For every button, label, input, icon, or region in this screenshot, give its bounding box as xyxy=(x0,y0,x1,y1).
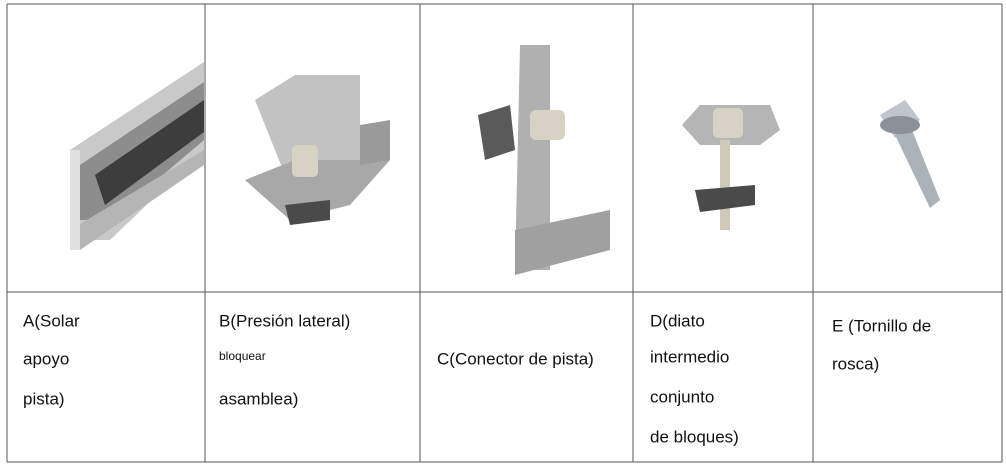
cell-text: asamblea) xyxy=(219,389,298,408)
cell-text: A(Solar xyxy=(23,311,80,330)
cell-text: C(Conector de pista) xyxy=(437,349,594,368)
cell-text: conjunto xyxy=(650,387,714,406)
cell-text: de bloques) xyxy=(650,427,739,446)
cell-text: apoyo xyxy=(23,349,69,368)
mid-clamp-image xyxy=(682,105,780,230)
rail-image xyxy=(70,62,204,250)
cell-text: intermedio xyxy=(650,347,729,366)
cell-text: D(diato xyxy=(650,311,705,330)
screw-image xyxy=(880,100,940,208)
cell-text: rosca) xyxy=(832,354,879,373)
end-clamp-image xyxy=(245,75,390,225)
table-grid xyxy=(6,3,1003,463)
cell-text: B(Presión lateral) xyxy=(219,311,350,330)
connector-image xyxy=(478,45,610,275)
cell-text: bloquear xyxy=(219,349,266,363)
cell-text: E (Tornillo de xyxy=(832,316,931,335)
cell-texts: A(Solar apoyo pista) B(Presión lateral) bloq… xyxy=(23,311,931,446)
cell-text: pista) xyxy=(23,389,65,408)
